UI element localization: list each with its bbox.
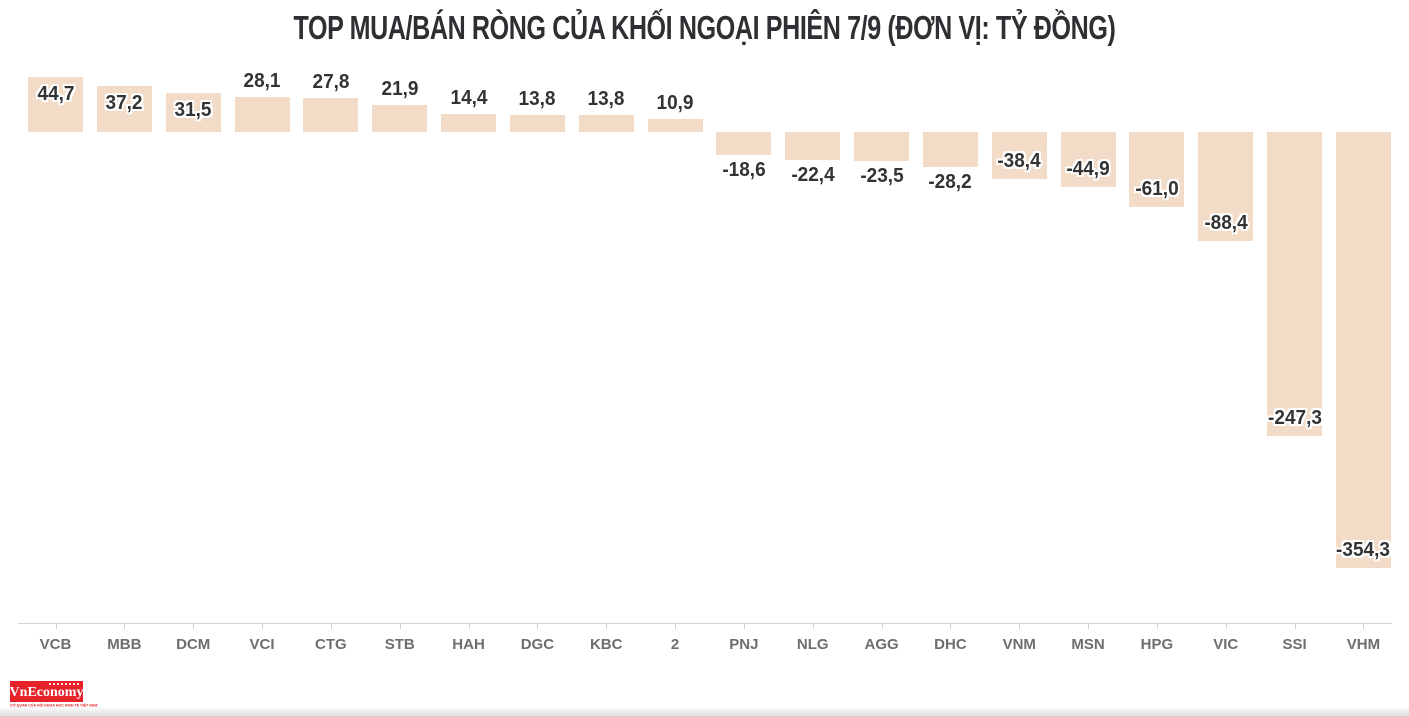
x-axis-label-vcb: VCB <box>39 636 72 653</box>
x-axis-tick <box>881 624 883 629</box>
x-axis-label-nlg: NLG <box>796 636 829 653</box>
logo-mini-text <box>49 683 79 685</box>
bar-value-label-vci: 28,1 <box>243 70 281 93</box>
x-axis-tick <box>124 624 126 629</box>
bottom-edge-shadow <box>0 706 1409 717</box>
x-axis-tick <box>950 624 952 629</box>
x-axis-tick <box>675 624 677 629</box>
x-axis-line <box>18 623 1392 624</box>
x-axis-label-hah: HAH <box>452 636 485 653</box>
x-axis-label-mbb: MBB <box>107 636 142 653</box>
x-axis-tick <box>1294 624 1296 629</box>
x-axis-tick <box>1225 624 1227 629</box>
vneconomy-wordmark: VnEconomy <box>9 685 84 700</box>
x-axis-label-dhc: DHC <box>934 636 967 653</box>
x-axis-tick <box>812 624 814 629</box>
bar-value-label-hpg: -61,0 <box>1135 178 1179 201</box>
x-axis-label-pnj: PNJ <box>729 636 759 653</box>
bar-value-label-vnm: -38,4 <box>997 150 1041 173</box>
bar-msn <box>1060 132 1116 188</box>
bar-pnj <box>716 132 772 155</box>
x-axis-label-dgc: DGC <box>520 636 555 653</box>
bar-value-label-mbb: 37,2 <box>105 92 143 115</box>
bar-stb <box>372 105 428 132</box>
bar-value-label-nlg: -22,4 <box>791 163 835 186</box>
bar-vnm <box>991 132 1047 180</box>
chart-title: TOP MUA/BÁN RÒNG CỦA KHỐI NGOẠI PHIÊN 7/… <box>293 9 1116 46</box>
x-axis-label-msn: MSN <box>1071 636 1105 653</box>
bar-ctg <box>303 97 359 132</box>
bar-value-label-pnj: -18,6 <box>722 158 766 181</box>
x-axis-tick <box>606 624 608 629</box>
x-axis-label-agg: AGG <box>864 636 899 653</box>
x-axis-tick <box>262 624 264 629</box>
x-axis-label-hpg: HPG <box>1140 636 1174 653</box>
vneconomy-tagline: CƠ QUAN CỦA HỘI KHOA HỌC KINH TẾ VIỆT NA… <box>10 704 97 708</box>
bar-value-label-ssi: -247,3 <box>1267 407 1322 430</box>
x-axis-label-dcm: DCM <box>176 636 211 653</box>
x-axis-label-2: 2 <box>670 636 680 653</box>
bar-vci <box>234 97 290 132</box>
vneconomy-logo: VnEconomy CƠ QUAN CỦA HỘI KHOA HỌC KINH … <box>10 681 156 710</box>
x-axis-tick <box>1156 624 1158 629</box>
bar-vhm <box>1335 132 1391 568</box>
bar-agg <box>854 132 910 161</box>
bar-ssi <box>1267 132 1323 437</box>
x-axis-label-vic: VIC <box>1213 636 1239 653</box>
bar-value-label-kbc: 13,8 <box>587 88 625 111</box>
x-axis-label-stb: STB <box>384 636 415 653</box>
bar-value-label-ctg: 27,8 <box>312 70 350 93</box>
x-axis-label-vhm: VHM <box>1346 636 1381 653</box>
x-axis-tick <box>743 624 745 629</box>
x-axis-label-ssi: SSI <box>1282 636 1307 653</box>
x-axis-tick <box>330 624 332 629</box>
bar-kbc <box>578 115 634 132</box>
x-axis-label-ctg: CTG <box>315 636 347 653</box>
x-axis-tick <box>537 624 539 629</box>
bar-value-label-2: 10,9 <box>656 91 694 114</box>
bar-value-label-vcb: 44,7 <box>37 83 74 106</box>
x-axis-tick <box>55 624 57 629</box>
x-axis-tick <box>193 624 195 629</box>
x-axis-label-vnm: VNM <box>1002 636 1036 653</box>
bar-mbb <box>96 86 152 132</box>
bar-dgc <box>509 115 565 132</box>
bar-hpg <box>1129 132 1185 208</box>
x-axis-tick <box>1088 624 1090 629</box>
x-axis-tick <box>468 624 470 629</box>
bar-value-label-dcm: 31,5 <box>174 99 212 122</box>
bar-vcb <box>28 77 83 132</box>
bar-value-label-dgc: 13,8 <box>518 88 556 111</box>
vneconomy-logo-box: VnEconomy <box>10 681 83 702</box>
bar-value-label-dhc: -28,2 <box>928 170 973 193</box>
bar-vic <box>1198 132 1254 241</box>
x-axis-tick <box>1363 624 1365 629</box>
bar-2 <box>647 118 703 132</box>
x-axis-label-vci: VCI <box>249 636 275 653</box>
x-axis-tick <box>1019 624 1021 629</box>
bar-value-label-stb: 21,9 <box>381 78 419 101</box>
x-axis-tick <box>399 624 401 629</box>
bar-dcm <box>165 93 221 132</box>
bar-value-label-agg: -23,5 <box>859 164 904 187</box>
bar-value-label-msn: -44,9 <box>1066 158 1110 181</box>
x-axis-label-kbc: KBC <box>589 636 623 653</box>
bar-value-label-vhm: -354,3 <box>1336 538 1391 561</box>
bar-value-label-hah: 14,4 <box>450 87 488 110</box>
bar-nlg <box>785 132 841 160</box>
bar-hah <box>441 114 497 132</box>
bar-value-label-vic: -88,4 <box>1204 211 1248 234</box>
bar-dhc <box>922 132 978 167</box>
